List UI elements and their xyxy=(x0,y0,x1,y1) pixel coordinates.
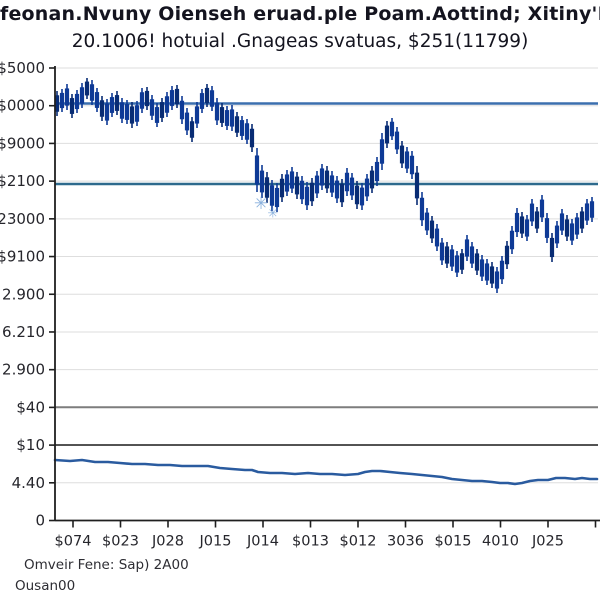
x-tick-label: 3036 xyxy=(387,534,424,550)
y-tick-label: $9100 xyxy=(0,248,45,266)
x-tick-label: $015 xyxy=(435,534,472,550)
chart-title: feonan.Nvuny Oienseh eruad.ple Poam.Aott… xyxy=(0,3,600,25)
y-tick-label: $40 xyxy=(16,398,45,416)
y-tick-label: $5000 xyxy=(0,59,45,77)
x-tick-label: $012 xyxy=(340,534,377,550)
y-tick-label: $9000 xyxy=(0,134,45,152)
x-tick-label: 4010 xyxy=(482,534,519,550)
volume-line xyxy=(53,458,599,486)
y-tick-label: $0000 xyxy=(0,97,45,115)
y-tick-label: $2100 xyxy=(0,172,45,190)
y-tick-label: 4.40 xyxy=(12,474,45,492)
footer-note-1: Omveir Fene: Sap) 2A00 xyxy=(24,557,189,573)
x-tick-label: J025 xyxy=(531,534,564,550)
chart-subtitle: 20.1006! hotuial .Gnageas svatuas, $251(… xyxy=(71,31,529,52)
star-marker-icon: ✳ xyxy=(254,194,268,214)
y-tick-label: 6.210 xyxy=(2,323,45,341)
x-tick-label: $074 xyxy=(55,534,92,550)
x-tick-label: J028 xyxy=(151,534,184,550)
y-tick-label: 23000 xyxy=(0,210,45,228)
x-tick-label: J015 xyxy=(199,534,232,550)
y-tick-label: 2.900 xyxy=(2,361,45,379)
y-tick-label: 2.900 xyxy=(2,285,45,303)
y-tick-label: $10 xyxy=(16,436,45,454)
footer-note-2: Ousan00 xyxy=(15,578,76,594)
x-tick-label: $013 xyxy=(292,534,329,550)
x-tick-label: $023 xyxy=(102,534,139,550)
y-tick-label: 0 xyxy=(35,512,45,530)
star-marker-icon: ✳ xyxy=(268,207,279,222)
x-tick-label: J014 xyxy=(246,534,279,550)
